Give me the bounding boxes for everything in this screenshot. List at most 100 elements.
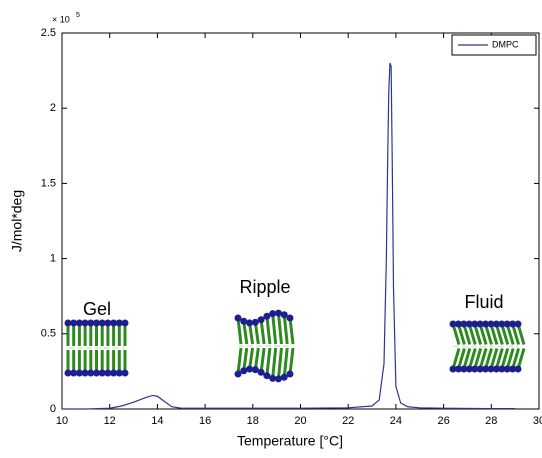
lipid-tail: [489, 348, 499, 370]
y-multiplier: × 10: [52, 14, 70, 24]
lipid-head: [509, 365, 517, 373]
lipid-head: [110, 369, 118, 377]
lipid-head: [64, 319, 72, 327]
y-tick-label: 2.5: [41, 27, 56, 39]
lipid-head: [487, 320, 495, 328]
lipid-tail: [276, 312, 283, 345]
lipid-head: [454, 365, 462, 373]
lipid-head: [465, 365, 473, 373]
lipid-head: [460, 365, 468, 373]
lipid-tail: [248, 347, 255, 370]
annotation: Ripple: [239, 277, 290, 297]
lipid-head: [81, 369, 89, 377]
lipid-head: [476, 320, 484, 328]
x-tick-label: 28: [485, 415, 497, 427]
lipid-tail: [505, 323, 515, 345]
lipid-head: [269, 310, 277, 318]
x-tick-label: 18: [247, 415, 259, 427]
lipid-head: [121, 319, 129, 327]
lipid-head: [503, 320, 511, 328]
lipid-head: [274, 375, 282, 383]
lipid-tail: [511, 348, 521, 370]
x-tick-label: 20: [294, 415, 306, 427]
lipid-tail: [456, 323, 466, 345]
lipid-tail: [511, 323, 521, 345]
lipid-tail: [451, 323, 461, 345]
plot-frame: [61, 32, 540, 410]
lipid-tail: [494, 348, 504, 370]
lipid-head: [115, 319, 123, 327]
x-tick-label: 30: [533, 415, 542, 427]
lipid-head: [280, 311, 288, 319]
lipid-tail: [451, 348, 461, 370]
lipid-head: [257, 368, 265, 376]
lipid-head: [93, 369, 100, 377]
lipid-tail: [500, 323, 510, 345]
lipid-head: [240, 367, 248, 375]
x-tick-label: 26: [437, 415, 449, 427]
lipid-head: [263, 312, 271, 320]
y-tick-label: 2: [50, 102, 56, 114]
lipid-tail: [516, 348, 526, 370]
lipid-tail: [478, 323, 488, 345]
lipid-head: [498, 320, 506, 328]
lipid-head: [503, 365, 511, 373]
lipid-tail: [248, 322, 255, 345]
lipid-tail: [242, 321, 249, 345]
lipid-head: [234, 370, 242, 378]
lipid-head: [449, 320, 457, 328]
lipid-tail: [236, 317, 243, 345]
lipid-tail: [516, 323, 526, 345]
lipid-tail: [236, 347, 243, 375]
lipid-tail: [467, 323, 477, 345]
y-multiplier-exponent: 5: [76, 12, 80, 19]
legend-label: DMPC: [492, 39, 519, 49]
lipid-tail: [473, 348, 483, 370]
lipid-tail: [467, 348, 477, 370]
lipid-head: [476, 365, 484, 373]
lipid-head: [498, 365, 506, 373]
lipid-tail: [265, 347, 272, 376]
lipid-tail: [271, 347, 278, 379]
lipid-head: [104, 319, 112, 327]
lipid-head: [471, 365, 479, 373]
lipid-tail: [288, 317, 295, 345]
lipid-tail: [478, 348, 488, 370]
lipid-head: [234, 314, 242, 322]
lipid-head: [514, 320, 522, 328]
lipid-head: [251, 366, 259, 374]
lipid-head: [93, 319, 100, 327]
x-tick-label: 10: [56, 415, 68, 427]
lipid-tail: [242, 347, 249, 371]
lipid-head: [465, 320, 473, 328]
legend-box: [451, 34, 537, 56]
lipid-head: [251, 318, 259, 326]
lipid-tail: [282, 314, 289, 345]
lipid-tail: [489, 323, 499, 345]
lipid-head: [492, 320, 500, 328]
lipid-head: [487, 365, 495, 373]
lipid-head: [286, 314, 294, 322]
lipid-head: [471, 320, 479, 328]
annotation: Fluid: [464, 292, 503, 312]
lipid-head: [246, 365, 254, 373]
lipid-tail: [505, 348, 515, 370]
lipid-tail: [253, 347, 260, 370]
lipid-tail: [276, 347, 283, 380]
lipid-tail: [253, 322, 260, 345]
lipid-tail: [500, 348, 510, 370]
lipid-tail: [282, 347, 289, 378]
lipid-head: [87, 369, 95, 377]
lipid-tail: [473, 323, 483, 345]
lipid-head: [121, 369, 129, 377]
data-line: [62, 62, 516, 410]
lipid-head: [110, 319, 118, 327]
lipid-head: [87, 319, 95, 327]
lipid-tail: [462, 323, 472, 345]
lipid-head: [454, 320, 462, 328]
lipid-head: [482, 365, 489, 373]
lipid-tail: [484, 323, 493, 345]
lipid-head: [492, 365, 500, 373]
